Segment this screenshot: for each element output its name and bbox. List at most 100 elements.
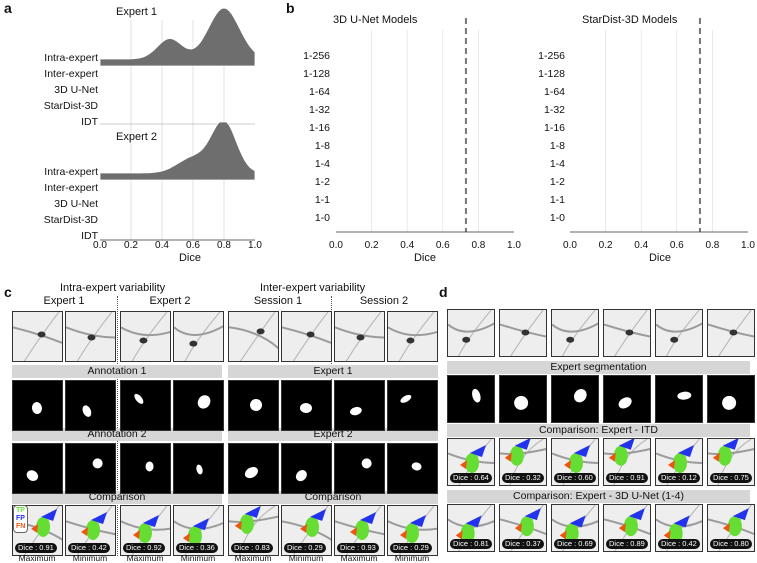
thumb-fiber — [131, 312, 168, 361]
panel-c-thumbnail: Dice : 0.36 — [173, 505, 224, 556]
panel-b-xtick: 1.0 — [507, 240, 521, 251]
panel-b-xtick: 0.0 — [329, 240, 343, 251]
thumb-tp-region — [569, 453, 583, 473]
panel-d-thumbnail — [603, 309, 651, 357]
panel-b-row-label: 1-1 — [549, 194, 565, 206]
panel-d-bar-unet: Comparison: Expert - 3D U-Net (1-4) — [447, 490, 750, 503]
panel-d-thumbnail — [655, 375, 703, 423]
thumb-fn-region — [564, 460, 571, 469]
dice-badge: Dice : 0.83 — [231, 543, 273, 553]
panel-b-row-label: 1-8 — [314, 140, 330, 152]
panel-d-thumbnail: Dice : 0.91 — [603, 438, 651, 486]
panel-label-d: d — [439, 284, 448, 300]
thumb-cell — [356, 334, 365, 341]
panel-a-xtick: 0.2 — [124, 240, 138, 251]
thumb-tp-region — [727, 516, 742, 537]
thumb-fp-region — [142, 515, 159, 528]
panel-d-thumbnail — [447, 375, 495, 423]
panel-d-thumbnail: Dice : 0.12 — [655, 438, 703, 486]
thumb-fn-region — [182, 533, 190, 543]
panel-c-thumbnail — [334, 311, 385, 362]
thumb-cell — [139, 337, 148, 344]
panel-d-bar-itd: Comparison: Expert - ITD — [447, 424, 750, 437]
panel-d-thumbnail — [551, 309, 599, 357]
panel-c-thumbnail — [387, 311, 438, 362]
thumb-fn-region — [559, 530, 567, 540]
panel-c-thumbnail — [173, 443, 224, 494]
thumb-tp-region — [36, 516, 51, 537]
thumb-cell — [256, 328, 265, 335]
panel-d-thumbnail: Dice : 0.81 — [447, 504, 495, 552]
panel-c-thumbnail — [65, 443, 116, 494]
panel-c-col-header: Expert 2 — [149, 295, 191, 307]
panel-c-thumbnail — [281, 380, 332, 431]
thumb-tp-region — [86, 519, 101, 540]
panel-b-row-label: 1-1 — [314, 194, 330, 206]
thumb-fiber — [229, 326, 278, 350]
panel-b-row-label: 1-4 — [549, 158, 565, 170]
panel-a-row-label: 3D U-Net — [54, 198, 98, 210]
panel-b-row-label: 1-64 — [308, 86, 330, 98]
thumb-fn-region — [608, 452, 616, 462]
panel-b-row-label: 1-0 — [549, 212, 565, 224]
panel-c-col-header: Expert 1 — [43, 295, 85, 307]
thumb-fp-region — [192, 518, 209, 531]
thumb-tp-region — [668, 523, 683, 544]
panel-b-row-label: 1-256 — [303, 50, 330, 62]
thumb-mask — [722, 395, 737, 410]
panel-c-thumbnail — [334, 380, 385, 431]
panel-c-bar-expert2: Expert 2 — [228, 428, 438, 441]
thumb-fn-region — [663, 530, 671, 540]
thumb-fn-region — [81, 526, 89, 536]
panel-a-group-title-expert2: Expert 2 — [116, 131, 157, 143]
panel-c-thumbnail — [120, 443, 171, 494]
thumb-fp-region — [673, 515, 690, 528]
panel-d-thumbnail: Dice : 0.69 — [551, 504, 599, 552]
dice-badge: Dice : 0.92 — [123, 543, 165, 553]
thumb-fp-region — [574, 445, 590, 457]
thumb-tp-region — [673, 453, 687, 473]
thumb-cell — [406, 337, 415, 344]
panel-d-bar-expert-seg: Expert segmentation — [447, 361, 750, 374]
thumb-mask — [514, 395, 529, 410]
panel-a-row-label: IDT — [81, 116, 98, 128]
panel-b-xtick: 0.2 — [598, 240, 613, 251]
panel-c-intra-title: Intra-expert variability — [60, 282, 166, 294]
panel-label-a: a — [4, 0, 12, 16]
panel-b-xtick: 0.0 — [563, 240, 577, 251]
panel-c-thumbnail: Dice : 0.29 — [281, 505, 332, 556]
thumb-fiber — [184, 312, 221, 361]
thumb-fn-region — [399, 530, 407, 540]
panel-b-row-label: 1-16 — [543, 122, 565, 134]
thumb-fiber — [561, 310, 596, 356]
thumb-tp-region — [519, 516, 534, 537]
panel-b-xtick: 0.4 — [400, 240, 415, 251]
panel-c-thumbnail — [173, 311, 224, 362]
panel-b-row-label: 1-64 — [543, 86, 565, 98]
panel-a-xlabel: Dice — [178, 252, 201, 264]
thumb-fp-region — [310, 508, 327, 521]
thumb-mask — [82, 405, 92, 417]
thumb-cell — [189, 340, 198, 347]
thumb-mask — [299, 403, 312, 414]
panel-c-bar-comparison-right: Comparison — [228, 491, 438, 504]
panel-d-thumbnail: Dice : 0.42 — [655, 504, 703, 552]
panel-a-row-label: Inter-expert — [44, 182, 98, 194]
thumb-fiber — [388, 326, 437, 337]
panel-d-thumbnail: Dice : 0.89 — [603, 504, 651, 552]
thumb-cell — [729, 329, 738, 336]
panel-b-row-label: 1-4 — [314, 158, 330, 170]
thumb-mask — [31, 402, 42, 415]
thumb-fp-region — [732, 508, 749, 521]
panel-c-thumbnail — [281, 311, 332, 362]
panel-a-ridgeline-chart — [99, 7, 256, 241]
thumb-mask — [411, 462, 422, 471]
thumb-fn-region — [31, 523, 39, 533]
thumb-mask — [244, 466, 258, 479]
panel-d-thumbnail: Dice : 0.37 — [499, 504, 547, 552]
thumb-tp-region — [460, 523, 475, 544]
dice-badge: Dice : 0.37 — [502, 539, 544, 549]
thumb-fp-region — [91, 511, 108, 524]
panel-a-row-label: StarDist-3D — [43, 214, 98, 226]
panel-c-thumbnail — [12, 443, 63, 494]
